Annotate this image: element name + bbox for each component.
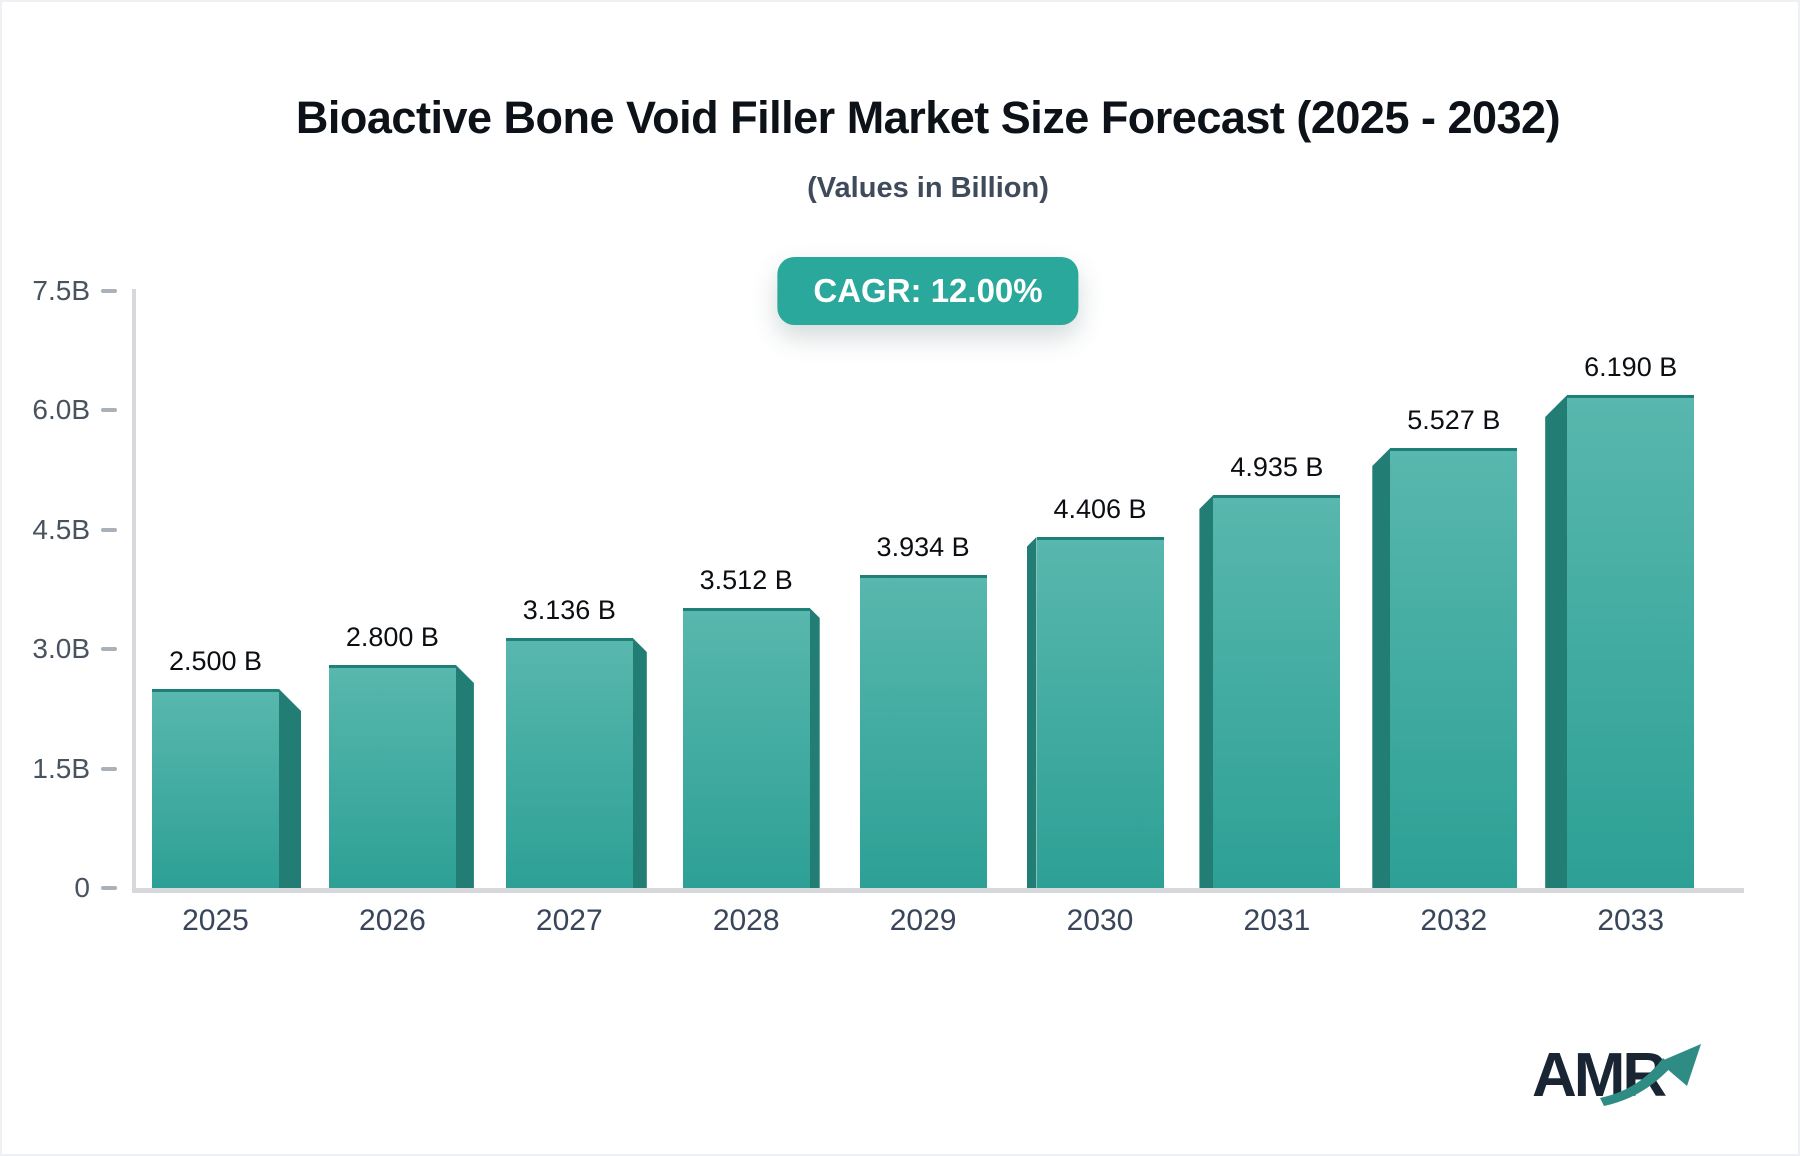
x-tick-label-2029: 2029 bbox=[889, 904, 957, 937]
bar-side-2025 bbox=[279, 689, 301, 888]
bar-2032 bbox=[1390, 448, 1518, 888]
y-tick-label: 1.5B bbox=[32, 752, 90, 784]
bar-2026 bbox=[328, 665, 456, 888]
bar-side-2028 bbox=[809, 608, 820, 888]
amr-logo-arrowhead-icon bbox=[1659, 1044, 1701, 1086]
x-tick-label-2026: 2026 bbox=[359, 904, 426, 937]
value-label-2025: 2.500 B bbox=[168, 646, 263, 676]
bar-2033 bbox=[1567, 395, 1695, 888]
y-tick-label: 7.5B bbox=[32, 275, 90, 306]
x-tick-label-2028: 2028 bbox=[712, 904, 780, 937]
value-label-2026: 2.800 B bbox=[345, 622, 439, 652]
y-tick-label: 3.0B bbox=[32, 633, 90, 665]
value-label-2027: 3.136 B bbox=[522, 595, 616, 625]
bar-2025 bbox=[152, 689, 279, 888]
bar-side-2027 bbox=[632, 638, 647, 888]
value-label-2032: 5.527 B bbox=[1407, 405, 1501, 435]
value-label-2033: 6.190 B bbox=[1584, 352, 1678, 382]
y-tick-label: 6.0B bbox=[32, 394, 90, 426]
x-tick-label-2033: 2033 bbox=[1597, 904, 1665, 937]
cagr-badge: CAGR: 12.00% bbox=[777, 257, 1079, 325]
chart-subtitle: (Values in Billion) bbox=[807, 172, 1049, 204]
bar-2027 bbox=[505, 638, 633, 888]
y-tick-mark bbox=[101, 766, 117, 771]
bar-2030 bbox=[1036, 537, 1164, 888]
x-tick-label-2025: 2025 bbox=[182, 904, 249, 937]
y-tick-label: 0 bbox=[74, 872, 90, 903]
bar-2029 bbox=[859, 575, 987, 888]
bar-side-2026 bbox=[455, 665, 474, 888]
bar-side-2031 bbox=[1199, 495, 1214, 888]
x-tick-label-2031: 2031 bbox=[1243, 904, 1311, 937]
value-label-2028: 3.512 B bbox=[699, 565, 793, 595]
value-label-2031: 4.935 B bbox=[1230, 452, 1324, 482]
chart-title: Bioactive Bone Void Filler Market Size F… bbox=[295, 92, 1561, 143]
bar-2028 bbox=[682, 608, 810, 888]
y-tick-mark bbox=[101, 289, 117, 293]
y-tick-mark bbox=[101, 647, 117, 652]
y-tick-mark bbox=[101, 886, 117, 890]
x-tick-label-2030: 2030 bbox=[1066, 904, 1134, 937]
amr-logo-text: AMR bbox=[1532, 1041, 1666, 1110]
x-axis-line bbox=[132, 888, 1744, 893]
x-tick-label-2032: 2032 bbox=[1420, 904, 1488, 937]
amr-logo-swoosh-icon bbox=[1600, 1058, 1672, 1106]
y-tick-mark bbox=[101, 408, 117, 413]
y-tick-label: 4.5B bbox=[32, 513, 90, 545]
x-tick-label-2027: 2027 bbox=[535, 904, 603, 937]
bar-side-2032 bbox=[1372, 448, 1391, 888]
bar-side-2030 bbox=[1026, 537, 1037, 888]
y-axis-line bbox=[132, 289, 136, 888]
bar-side-2033 bbox=[1545, 395, 1568, 888]
amr-logo: AMR bbox=[1532, 1041, 1701, 1110]
y-tick-mark bbox=[101, 527, 117, 532]
value-label-2029: 3.934 B bbox=[876, 532, 970, 562]
bar-2031 bbox=[1213, 495, 1341, 888]
value-label-2030: 4.406 B bbox=[1053, 494, 1147, 524]
